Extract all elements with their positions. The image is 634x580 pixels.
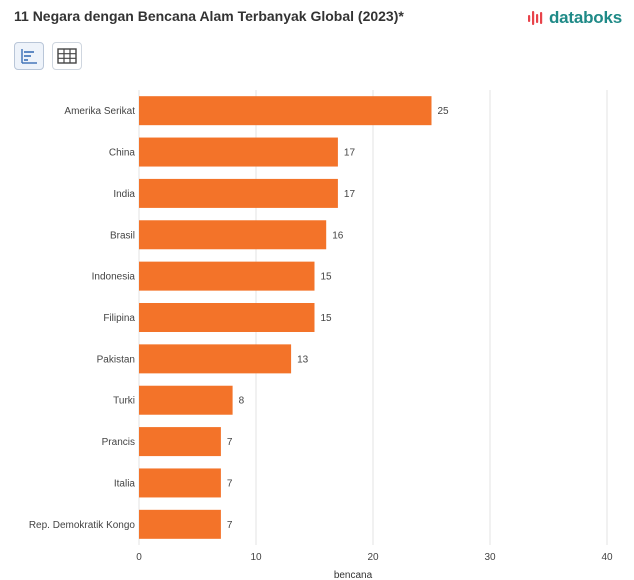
category-label: Brasil [110, 230, 135, 241]
bar [139, 468, 221, 498]
bar [139, 96, 432, 126]
bar [139, 344, 292, 374]
bar [139, 178, 338, 208]
data-label: 17 [344, 189, 356, 200]
bar [139, 261, 315, 291]
data-label: 17 [344, 148, 356, 159]
table-view-button[interactable] [52, 42, 82, 70]
data-label: 15 [321, 313, 333, 324]
category-label: Filipina [103, 313, 135, 324]
data-label: 25 [438, 106, 450, 117]
table-view-icon [57, 48, 77, 64]
brand-logo: databoks [527, 8, 622, 28]
data-label: 8 [239, 396, 245, 407]
data-label: 15 [321, 272, 333, 283]
x-tick-label: 20 [367, 552, 379, 563]
bar [139, 303, 315, 332]
data-label: 7 [227, 478, 233, 489]
x-tick-label: 10 [250, 552, 262, 563]
view-toolbar [14, 42, 82, 70]
data-label: 7 [227, 520, 233, 531]
bar [139, 220, 327, 250]
bar [139, 509, 221, 539]
bar [139, 427, 221, 457]
bar [139, 385, 233, 415]
category-label: Rep. Demokratik Kongo [29, 520, 136, 531]
x-axis-title: bencana [334, 570, 373, 580]
category-label: Indonesia [92, 272, 136, 283]
chart-view-button[interactable] [14, 42, 44, 70]
category-label: Pakistan [97, 354, 135, 365]
data-label: 7 [227, 437, 233, 448]
bar-chart-view-icon [21, 49, 37, 64]
databoks-logo-icon [527, 11, 543, 25]
x-tick-label: 0 [136, 552, 142, 563]
chart-title: 11 Negara dengan Bencana Alam Terbanyak … [14, 8, 404, 24]
category-label: Prancis [102, 437, 135, 448]
category-label: India [113, 189, 135, 200]
x-tick-label: 30 [484, 552, 496, 563]
bar [139, 137, 338, 167]
data-label: 13 [297, 354, 309, 365]
category-label: Turki [113, 396, 135, 407]
category-label: Italia [114, 478, 136, 489]
category-label: Amerika Serikat [64, 106, 135, 117]
x-tick-label: 40 [601, 552, 613, 563]
category-label: China [109, 148, 136, 159]
data-label: 16 [332, 230, 344, 241]
brand-name: databoks [548, 8, 622, 27]
